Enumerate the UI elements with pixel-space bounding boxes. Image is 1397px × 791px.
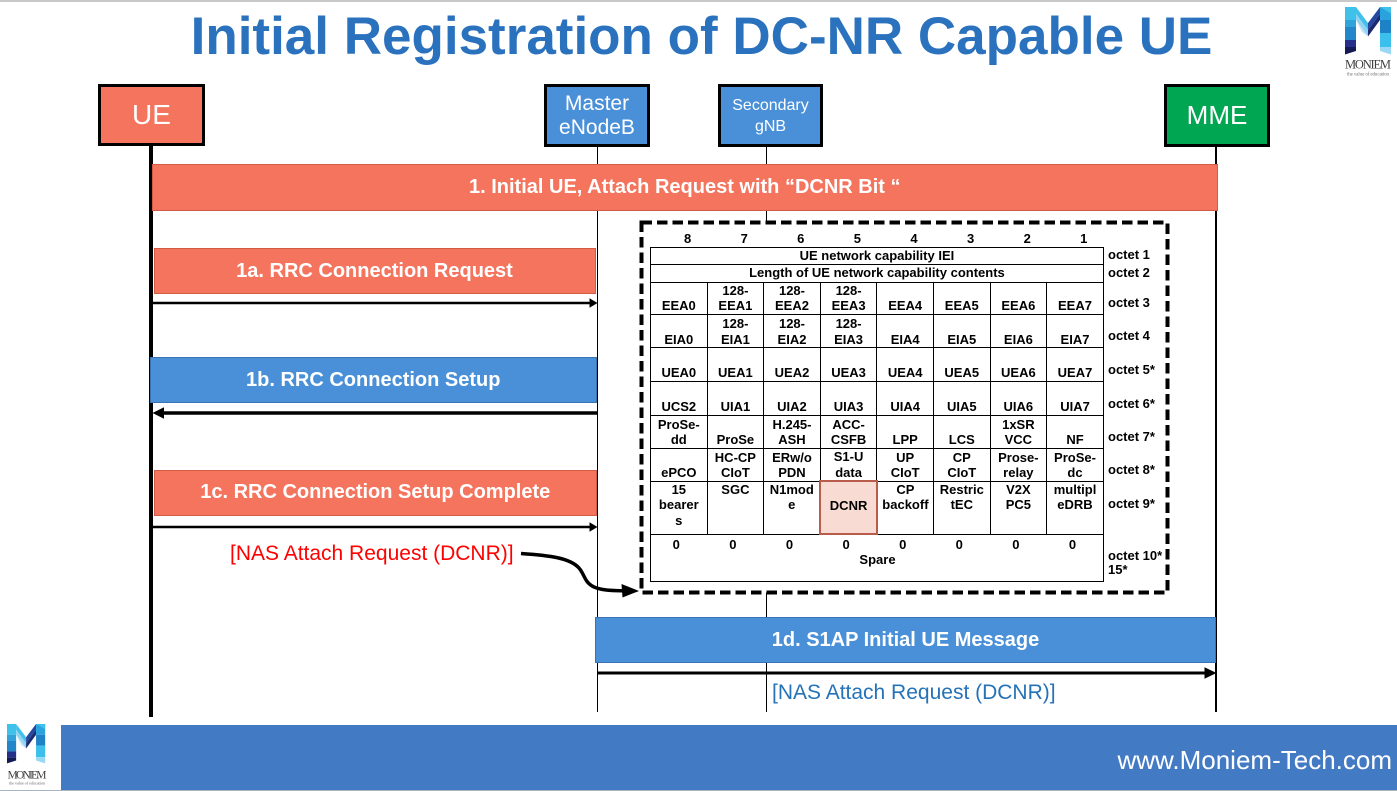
svg-text:MONIEM: MONIEM bbox=[8, 770, 47, 782]
svg-text:the value of education: the value of education bbox=[1347, 73, 1390, 78]
svg-text:MONIEM: MONIEM bbox=[1345, 58, 1391, 72]
svg-text:the value of education: the value of education bbox=[9, 781, 46, 786]
